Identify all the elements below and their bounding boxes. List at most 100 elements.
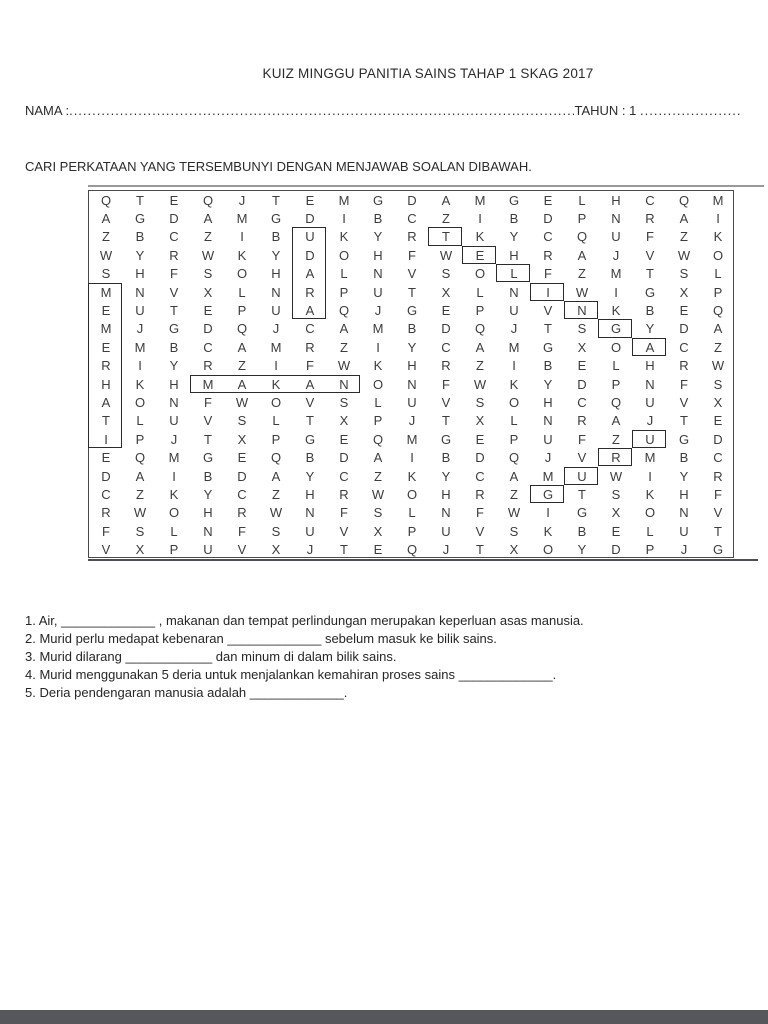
grid-letter: F (306, 358, 314, 374)
grid-letter: U (305, 229, 315, 245)
grid-letter: Z (442, 211, 450, 227)
grid-letter: H (169, 376, 179, 392)
grid-letter: E (101, 339, 111, 355)
grid-letter: L (136, 413, 144, 429)
grid-letter: G (678, 431, 690, 447)
grid-letter: C (407, 211, 417, 227)
grid-letter: S (203, 266, 213, 282)
grid-letter: G (644, 284, 656, 300)
grid-letter: K (373, 358, 383, 374)
grid-letter: X (203, 284, 213, 300)
grid-letter: E (543, 192, 553, 208)
grid-letter: W (609, 468, 623, 484)
grid-letter: R (169, 247, 179, 263)
grid-letter: B (441, 450, 451, 466)
grid-letter: D (577, 376, 587, 392)
grid-letter: H (611, 192, 621, 208)
grid-letter: C (169, 229, 179, 245)
grid-letter: K (169, 486, 179, 502)
grid-letter: D (611, 542, 621, 558)
grid-letter: T (340, 542, 348, 558)
grid-letter: V (169, 284, 179, 300)
grid-letter: T (680, 413, 688, 429)
grid-letter: V (475, 523, 485, 539)
grid-letter: J (272, 321, 280, 337)
grid-letter: N (203, 523, 213, 539)
grid-letter: L (272, 413, 280, 429)
grid-letter: Y (441, 468, 451, 484)
grid-letter: Q (406, 542, 418, 558)
grid-letter: W (235, 394, 249, 410)
grid-letter: V (101, 542, 111, 558)
question-item: 2. Murid perlu medapat kebenaran _______… (25, 631, 497, 646)
grid-letter: D (237, 468, 247, 484)
grid-letter: I (376, 339, 380, 355)
grid-letter: Q (712, 303, 724, 319)
grid-letter: Q (474, 321, 486, 337)
grid-letter: O (644, 505, 656, 521)
grid-letter: I (104, 431, 108, 447)
grid-letter: M (270, 339, 282, 355)
grid-letter: V (645, 247, 655, 263)
grid-letter: T (544, 321, 552, 337)
grid-letter: E (475, 247, 485, 263)
grid-letter: K (339, 229, 349, 245)
grid-letter: X (577, 339, 587, 355)
grid-letter: G (202, 450, 214, 466)
grid-letter: G (134, 211, 146, 227)
grid-letter: E (237, 450, 247, 466)
grid-letter: J (374, 303, 382, 319)
grid-letter: H (509, 247, 519, 263)
grid-letter: V (577, 450, 587, 466)
grid-letter: Z (102, 229, 110, 245)
grid-letter: R (475, 486, 485, 502)
grid-letter: W (133, 505, 147, 521)
grid-letter: X (339, 413, 349, 429)
grid-letter: Y (135, 247, 145, 263)
grid-letter: V (679, 394, 689, 410)
grid-letter: R (679, 358, 689, 374)
grid-letter: R (407, 229, 417, 245)
grid-letter: R (305, 284, 315, 300)
grid-letter: G (168, 321, 180, 337)
question-item: 5. Deria pendengaran manusia adalah ____… (25, 685, 348, 700)
grid-letter: F (170, 266, 178, 282)
grid-letter: V (441, 394, 451, 410)
grid-letter: Y (203, 486, 213, 502)
grid-letter: U (577, 468, 587, 484)
grid-letter: S (101, 266, 111, 282)
grid-letter: X (271, 542, 281, 558)
grid-letter: T (442, 229, 450, 245)
grid-letter: Y (577, 542, 587, 558)
grid-letter: D (339, 450, 349, 466)
grid-letter: C (203, 339, 213, 355)
grid-letter: D (305, 247, 315, 263)
grid-letter: Z (510, 486, 518, 502)
grid-letter: Q (100, 192, 112, 208)
grid-letter: W (269, 505, 283, 521)
grid-letter: K (237, 247, 247, 263)
grid-letter: U (305, 523, 315, 539)
grid-letter: A (679, 211, 689, 227)
grid-letter: R (713, 468, 723, 484)
grid-letter: J (680, 542, 688, 558)
grid-letter: H (271, 266, 281, 282)
grid-letter: M (508, 339, 520, 355)
grid-letter: M (236, 211, 248, 227)
grid-letter: N (509, 284, 519, 300)
grid-letter: A (611, 413, 621, 429)
grid-letter: O (168, 505, 180, 521)
grid-letter: X (679, 284, 689, 300)
grid-letter: X (373, 523, 383, 539)
grid-letter: H (305, 486, 315, 502)
grid-letter: B (135, 229, 145, 245)
grid-letter: A (577, 247, 587, 263)
grid-letter: M (338, 192, 350, 208)
grid-letter: G (542, 486, 554, 502)
questions-list: 1. Air, _____________ , makanan dan temp… (25, 612, 755, 702)
grid-letter: P (577, 211, 587, 227)
tahun-dotted-blank: ...................... (640, 103, 742, 118)
grid-letter: H (441, 486, 451, 502)
grid-letter: T (306, 413, 314, 429)
